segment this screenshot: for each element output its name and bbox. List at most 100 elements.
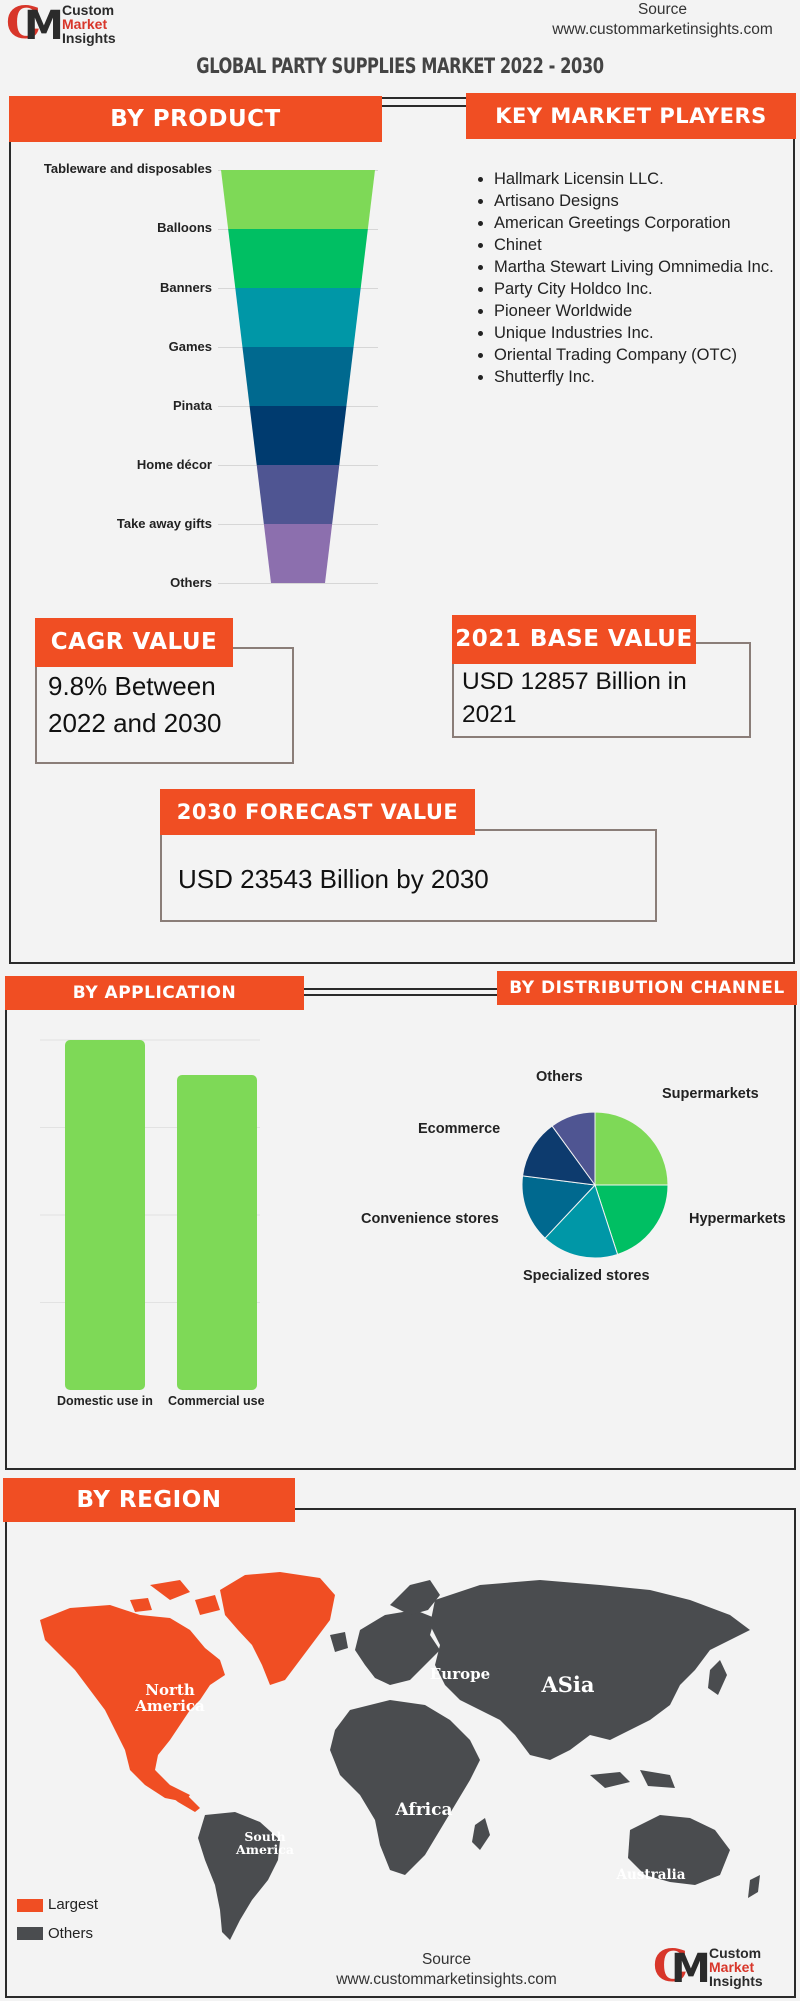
list-item: Oriental Trading Company (OTC) [494, 344, 774, 366]
list-item: Unique Industries Inc. [494, 322, 774, 344]
legend-label: Others [48, 1925, 94, 1942]
bar-category-label: Domestic use in [57, 1394, 153, 1408]
funnel-segment [263, 524, 333, 583]
funnel-label: Pinata [172, 398, 212, 413]
list-item: Party City Holdco Inc. [494, 278, 774, 300]
funnel-segment [249, 406, 347, 465]
pie-label: Convenience stores [361, 1211, 499, 1227]
arctic-islands-shape [130, 1580, 220, 1615]
cagr-heading: CAGR VALUE [35, 618, 233, 667]
distribution-pie-chart [521, 1111, 669, 1259]
scandinavia-shape [390, 1580, 440, 1615]
australia-shape [628, 1815, 730, 1885]
connector-line [380, 105, 470, 107]
north-america-shape [40, 1605, 225, 1802]
bar-category-label: Commercial use [168, 1394, 265, 1408]
europe-label: Europe [429, 1665, 491, 1683]
list-item: Hallmark Licensin LLC. [494, 168, 774, 190]
funnel-gridline [218, 583, 378, 584]
funnel-label: Banners [159, 280, 212, 295]
footer-source: Source www.custommarketinsights.com [300, 1950, 593, 1990]
funnel-label: Games [168, 339, 212, 354]
africa-label: Africa [395, 1800, 453, 1820]
list-item: Pioneer Worldwide [494, 300, 774, 322]
header-source: Source www.custommarketinsights.com [530, 0, 795, 40]
pie-slice [521, 1175, 597, 1239]
by-distribution-heading: BY DISTRIBUTION CHANNEL [497, 971, 797, 1005]
pie-label: Specialized stores [523, 1268, 650, 1284]
asia-label: ASia [541, 1672, 595, 1697]
by-product-heading: BY PRODUCT [9, 96, 382, 142]
australia-label: Australia [616, 1867, 686, 1883]
base-value-text: USD 12857 Billion in 2021 [462, 668, 687, 728]
madagascar-shape [472, 1818, 490, 1850]
application-bar-chart [40, 1039, 260, 1390]
by-region-heading: BY REGION [3, 1478, 295, 1522]
se-asia-islands-shape [590, 1770, 675, 1788]
europe-shape [330, 1610, 440, 1685]
pie-slice [551, 1111, 596, 1187]
funnel-label: Tableware and disposables [43, 161, 212, 176]
central-america-shape [155, 1770, 200, 1812]
region-section-frame [5, 1508, 796, 1998]
bar [177, 1075, 257, 1390]
logo-text: Custom Market Insights [709, 1945, 763, 1989]
pie-label: Supermarkets [662, 1086, 759, 1102]
south-america-label: South America [236, 1829, 294, 1858]
south-america-shape [198, 1812, 280, 1940]
header-source-label: Source [637, 1, 688, 18]
pie-slice [544, 1184, 619, 1259]
asia-shape [430, 1580, 750, 1760]
japan-shape [708, 1660, 727, 1695]
funnel-segment [228, 229, 368, 288]
legend-label: Largest [48, 1896, 99, 1913]
application-section-frame [5, 994, 796, 1470]
list-item: American Greetings Corporation [494, 212, 774, 234]
by-application-heading: BY APPLICATION [5, 976, 304, 1010]
list-item: Shutterfly Inc. [494, 366, 774, 388]
pie-slice [594, 1184, 669, 1256]
forecast-value: USD 23543 Billion by 2030 [178, 864, 489, 894]
key-players-list: Hallmark Licensin LLC. Artisano Designs … [472, 168, 774, 388]
forecast-heading: 2030 FORECAST VALUE [160, 789, 475, 835]
funnel-label: Others [170, 575, 212, 590]
bar [65, 1040, 145, 1390]
new-zealand-shape [748, 1875, 760, 1898]
north-america-label: North America [135, 1681, 205, 1715]
list-item: Chinet [494, 234, 774, 256]
product-section-frame [9, 97, 795, 964]
funnel-segment [221, 170, 375, 229]
greenland-shape [220, 1572, 335, 1685]
list-item: Martha Stewart Living Omnimedia Inc. [494, 256, 774, 278]
base-value-heading: 2021 BASE VALUE [452, 615, 696, 664]
pie-slice [522, 1125, 597, 1186]
funnel-label: Balloons [157, 220, 212, 235]
funnel-segment [242, 347, 354, 406]
world-map [40, 1572, 760, 1940]
pie-label: Hypermarkets [689, 1211, 786, 1227]
funnel-label: Home décor [136, 457, 212, 472]
pie-label: Others [536, 1069, 583, 1085]
pie-slice [594, 1111, 669, 1186]
funnel-segment [235, 288, 361, 347]
legend-swatch-others [17, 1927, 43, 1940]
key-players-heading: KEY MARKET PLAYERS [466, 93, 796, 139]
footer-source-label: Source [421, 1951, 472, 1968]
cagr-value: 9.8% Between 2022 and 2030 [48, 671, 222, 738]
logo-text: Custom Market Insights [62, 2, 116, 46]
list-item: Artisano Designs [494, 190, 774, 212]
legend-swatch-largest [17, 1899, 43, 1912]
footer-source-url: www.custommarketinsights.com [336, 1971, 557, 1988]
funnel-segment [256, 465, 340, 524]
header-source-url: www.custommarketinsights.com [552, 21, 773, 38]
connector-line [303, 988, 498, 990]
pie-label: Ecommerce [418, 1121, 501, 1137]
page-title: GLOBAL PARTY SUPPLIES MARKET 2022 - 2030 [196, 54, 604, 78]
funnel-label: Take away gifts [116, 516, 212, 531]
africa-shape [330, 1700, 480, 1875]
product-funnel-chart [221, 170, 375, 583]
